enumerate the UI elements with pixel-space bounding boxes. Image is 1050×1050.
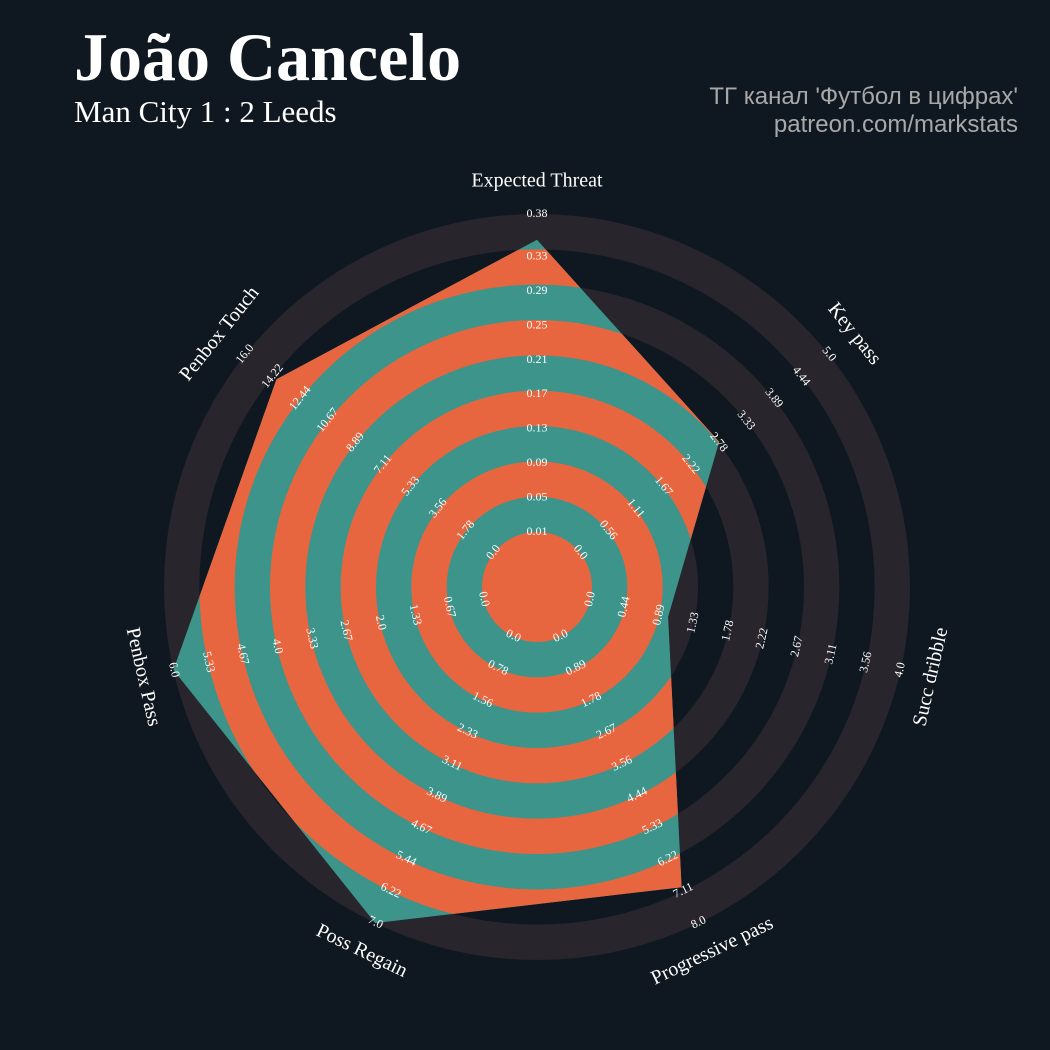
tick-label: 8.0	[689, 912, 709, 931]
plot	[173, 239, 720, 924]
tick-label: 4.0	[269, 637, 286, 655]
tick-label: 1.78	[718, 619, 736, 643]
chart-subtitle: Man City 1 : 2 Leeds	[74, 94, 337, 129]
tick-label: 3.56	[856, 650, 874, 674]
tick-label: 0.01	[527, 524, 548, 538]
tick-label: 0.25	[527, 317, 548, 331]
tick-label: 2.0	[373, 614, 390, 632]
tick-label: 5.33	[200, 650, 218, 674]
tick-label: 0.33	[527, 249, 548, 263]
tick-label: 0.89	[649, 603, 667, 627]
tick-label: 7.0	[366, 912, 386, 931]
tick-label: 1.33	[683, 611, 701, 635]
tick-label: 0.0	[504, 626, 524, 645]
axis-label: Expected Threat	[471, 170, 603, 192]
tick-label: 2.67	[787, 634, 805, 658]
tick-label: 0.21	[527, 352, 548, 366]
tick-label: 4.67	[234, 642, 252, 666]
tick-label: 3.33	[303, 626, 321, 650]
tick-label: 2.22	[752, 626, 770, 650]
tick-label: 1.33	[407, 603, 425, 627]
tick-label: 0.0	[476, 590, 493, 608]
tick-label: 0.67	[441, 595, 459, 619]
tick-label: 0.44	[614, 595, 632, 619]
tick-label: 0.13	[527, 421, 548, 435]
tick-label: 6.0	[166, 661, 183, 679]
tick-label: 0.17	[527, 386, 548, 400]
tick-label: 0.09	[527, 455, 548, 469]
tick-label: 4.0	[891, 661, 908, 679]
tick-label: 0.29	[527, 283, 548, 297]
tick-label: 3.11	[821, 642, 839, 665]
value-ring	[482, 532, 592, 642]
credit: patreon.com/markstats	[774, 111, 1018, 138]
tick-label: 0.0	[581, 590, 598, 608]
credit: ТГ канал 'Футбол в цифрах'	[709, 83, 1018, 110]
chart-title: João Cancelo	[74, 19, 461, 95]
tick-label: 0.05	[527, 489, 548, 503]
value-rings	[199, 249, 720, 924]
tick-label: 0.38	[527, 206, 548, 220]
tick-label: 2.67	[337, 619, 355, 643]
tick-label: 0.0	[551, 626, 571, 645]
